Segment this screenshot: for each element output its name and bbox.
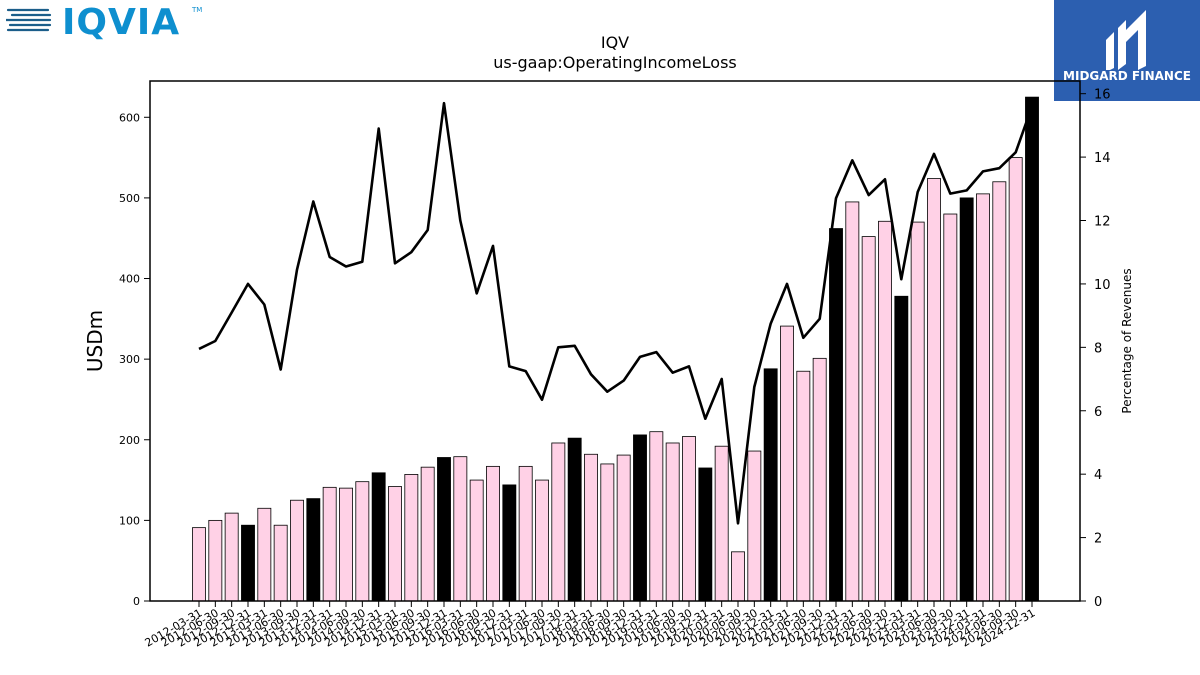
y2-tick-label: 4 xyxy=(1094,468,1102,483)
midgard-finance-label: MIDGARD FINANCE xyxy=(1063,69,1191,83)
chart-title: IQV xyxy=(601,33,629,52)
bar xyxy=(192,527,206,602)
bar xyxy=(551,442,566,602)
bar xyxy=(894,295,909,602)
y2-axis-label: Percentage of Revenues xyxy=(1120,268,1134,413)
bar xyxy=(878,220,892,602)
y2-tick-label: 14 xyxy=(1094,151,1111,166)
iqvia-logo-text: IQVIA xyxy=(62,2,181,43)
iqvia-logo: IQVIA TM xyxy=(4,2,206,43)
midgard-finance-logo-icon xyxy=(1106,10,1146,72)
y-axis-label: USDm xyxy=(83,310,107,372)
bar xyxy=(845,201,860,602)
bar xyxy=(861,236,876,602)
bar xyxy=(273,524,288,602)
bar xyxy=(1025,96,1039,602)
bar xyxy=(1008,157,1023,602)
midgard-finance-badge: MIDGARD FINANCE xyxy=(1054,0,1200,101)
bar xyxy=(633,434,647,602)
bar xyxy=(518,465,533,602)
y2-tick-label: 16 xyxy=(1094,88,1111,103)
bar xyxy=(910,221,925,602)
bar xyxy=(567,437,582,602)
y2-tick-label: 6 xyxy=(1094,405,1102,420)
bar xyxy=(763,368,778,602)
iqvia-logo-tm: TM xyxy=(192,6,203,14)
bar xyxy=(796,370,811,602)
bar xyxy=(780,325,794,602)
bar xyxy=(224,512,239,602)
bar xyxy=(714,445,729,602)
bar xyxy=(698,467,713,602)
bar xyxy=(388,486,402,602)
y-tick-label: 500 xyxy=(119,192,140,205)
bar xyxy=(927,178,941,602)
y-tick-label: 600 xyxy=(119,111,140,124)
bar xyxy=(731,551,745,602)
y-tick-label: 300 xyxy=(119,353,140,366)
y2-tick-label: 8 xyxy=(1094,341,1102,356)
bar xyxy=(257,507,272,602)
bar xyxy=(959,197,974,602)
bar xyxy=(682,436,696,602)
left-axis: 0 100 200 300 400 500 600 xyxy=(119,111,150,608)
bar xyxy=(208,519,223,602)
bar xyxy=(829,228,843,602)
y-tick-label: 400 xyxy=(119,273,140,286)
bar xyxy=(649,431,664,602)
bar xyxy=(290,499,304,602)
bar xyxy=(665,442,680,602)
bar xyxy=(453,456,468,602)
y-tick-label: 0 xyxy=(133,595,140,608)
line-layer xyxy=(198,101,1034,525)
y2-tick-label: 10 xyxy=(1094,278,1111,293)
x-axis: 2012-03-312012-06-302012-09-302012-12-31… xyxy=(143,601,1038,650)
bar xyxy=(600,463,615,602)
bar xyxy=(306,498,321,602)
bar xyxy=(355,481,370,602)
y2-tick-label: 12 xyxy=(1094,215,1111,230)
bar xyxy=(943,213,958,602)
chart-subtitle: us-gaap:OperatingIncomeLoss xyxy=(493,53,737,72)
bar xyxy=(404,474,419,602)
series-line xyxy=(198,101,1034,525)
bars-layer xyxy=(192,96,1039,602)
bar xyxy=(747,450,762,602)
bar xyxy=(616,454,631,602)
plot-frame xyxy=(149,80,1081,602)
y-tick-label: 200 xyxy=(119,434,140,447)
bar xyxy=(437,457,451,602)
bar xyxy=(812,357,827,602)
bar xyxy=(992,181,1007,602)
bar xyxy=(322,486,337,602)
y2-tick-label: 2 xyxy=(1094,532,1102,547)
y-tick-label: 100 xyxy=(119,514,140,527)
right-axis: 0 2 4 6 8 10 12 14 16 xyxy=(1080,88,1111,610)
y2-tick-label: 0 xyxy=(1094,595,1102,610)
bar xyxy=(420,466,435,602)
bar xyxy=(976,193,990,602)
iqvia-logo-lines-icon xyxy=(4,8,52,32)
bar xyxy=(502,484,517,602)
bar xyxy=(584,453,598,602)
bar xyxy=(371,472,386,602)
bar xyxy=(241,524,255,602)
bar xyxy=(339,487,353,602)
bar xyxy=(469,479,484,602)
bar xyxy=(486,465,500,602)
bar xyxy=(535,479,549,602)
